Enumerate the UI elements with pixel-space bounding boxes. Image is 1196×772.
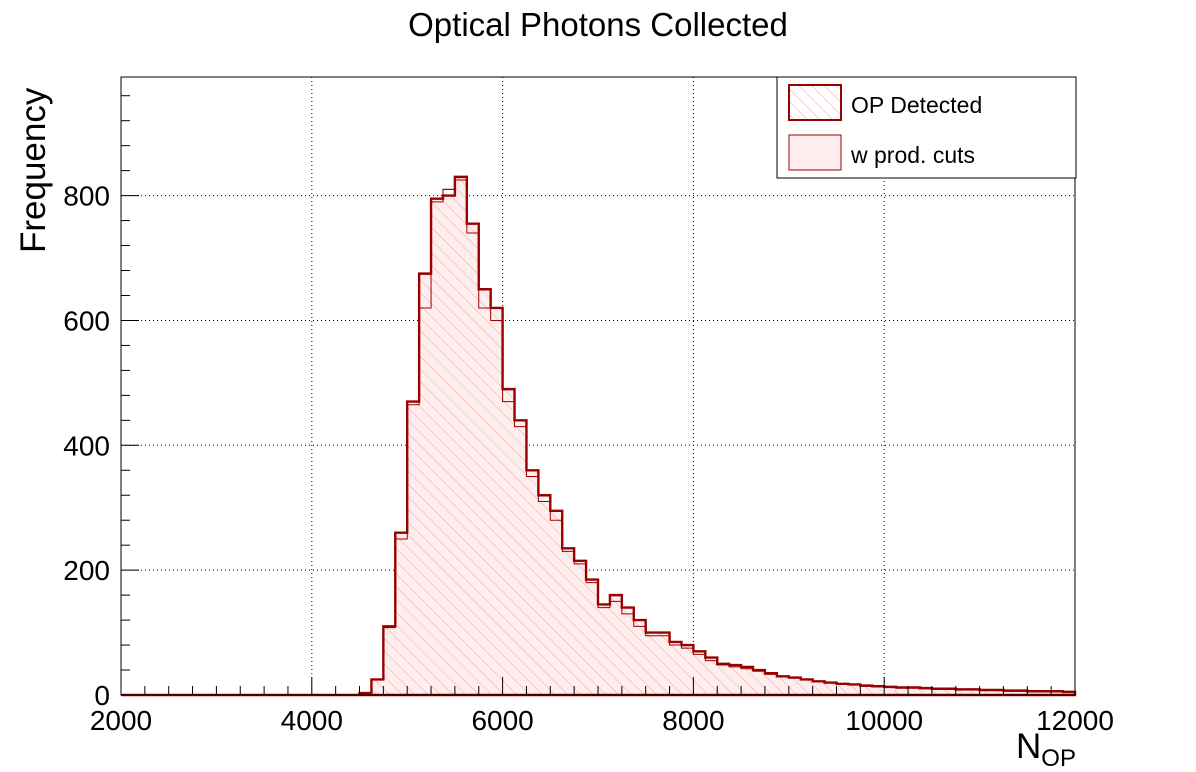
y-tick-label: 200 — [63, 555, 110, 586]
x-tick-label: 2000 — [90, 705, 152, 736]
x-tick-label: 10000 — [845, 705, 923, 736]
legend-swatch-op-detected — [788, 84, 842, 121]
legend-label-op-detected: OP Detected — [851, 92, 982, 118]
y-tick-label: 800 — [63, 181, 110, 212]
x-axis-label-subscript: OP — [1041, 745, 1076, 772]
x-tick-label: 12000 — [1036, 705, 1114, 736]
tick-labels: 2000 4000 6000 8000 10000 12000 0 200 400 600 800 — [63, 181, 1114, 736]
legend-swatch-prod-cuts — [788, 134, 842, 171]
x-tick-label: 4000 — [281, 705, 343, 736]
axes-layer — [120, 76, 1076, 696]
y-tick-label: 0 — [94, 680, 110, 711]
x-axis-label: NOP — [1016, 727, 1076, 772]
legend: OP Detected w prod. cuts — [776, 76, 1077, 179]
x-tick-label: 8000 — [662, 705, 724, 736]
series-1-outline — [359, 179, 1075, 695]
x-axis-label-main: N — [1016, 727, 1041, 766]
y-axis-label: Frequency — [14, 87, 53, 253]
y-tick-label: 400 — [63, 430, 110, 461]
legend-label-prod-cuts: w prod. cuts — [850, 142, 975, 168]
chart-title: Optical Photons Collected — [408, 6, 788, 43]
series-layer — [121, 175, 1077, 697]
x-tick-label: 6000 — [471, 705, 533, 736]
series-0-histogram — [121, 175, 1077, 697]
y-tick-label: 600 — [63, 305, 110, 336]
